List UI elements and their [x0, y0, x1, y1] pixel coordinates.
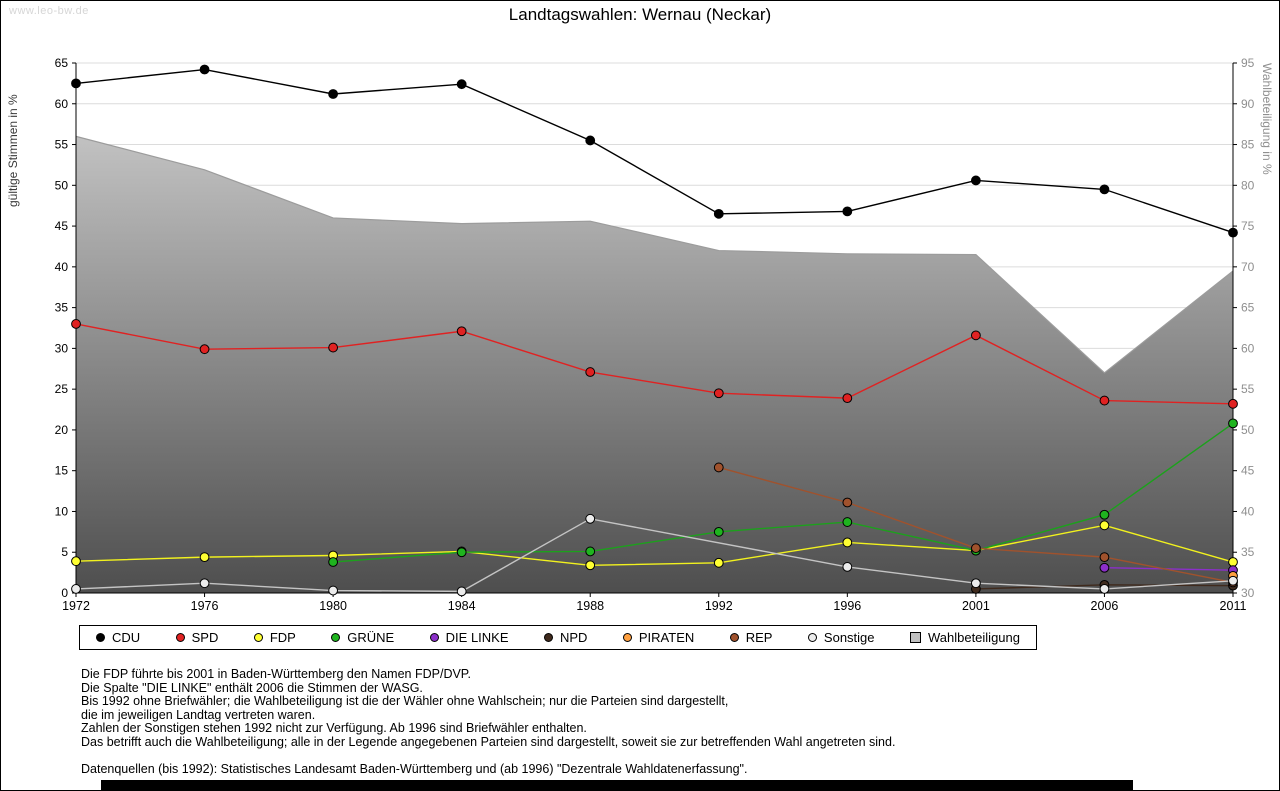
legend-label: Sonstige	[823, 630, 875, 645]
svg-text:2001: 2001	[962, 599, 990, 613]
fdp-marker-icon	[253, 633, 263, 642]
svg-text:80: 80	[1241, 178, 1255, 192]
svg-text:55: 55	[55, 138, 69, 152]
legend-label: PIRATEN	[638, 630, 695, 645]
series-cdu	[71, 64, 1238, 238]
svg-text:30: 30	[1241, 586, 1255, 600]
footnote-line: Bis 1992 ohne Briefwähler; die Wahlbetei…	[81, 694, 729, 709]
svg-text:1996: 1996	[833, 599, 861, 613]
svg-text:0: 0	[61, 586, 68, 600]
legend-label: FDP	[269, 630, 296, 645]
svg-text:1976: 1976	[191, 599, 219, 613]
footnote-line: die im jeweiligen Landtag vertreten ware…	[81, 707, 316, 722]
legend-label: REP	[745, 630, 773, 645]
svg-text:20: 20	[55, 423, 69, 437]
footnote-line	[81, 750, 895, 764]
svg-text:40: 40	[55, 260, 69, 274]
svg-text:60: 60	[1241, 341, 1255, 355]
piraten-marker-icon	[622, 633, 632, 642]
bottom-scrollbar[interactable]	[101, 780, 1133, 790]
legend-item-npd: NPD	[543, 630, 588, 645]
page-title: Landtagswahlen: Wernau (Neckar)	[508, 5, 772, 24]
series-wahlbeteiligung-area	[75, 135, 1234, 593]
svg-text:2011: 2011	[1220, 599, 1247, 613]
legend-item-die-linke: DIE LINKE	[429, 630, 509, 645]
svg-text:10: 10	[55, 504, 69, 518]
svg-text:85: 85	[1241, 138, 1255, 152]
svg-text:1980: 1980	[319, 599, 347, 613]
site-watermark: www.leo-bw.de	[9, 5, 89, 17]
svg-text:45: 45	[55, 219, 69, 233]
spd-marker-icon	[175, 633, 185, 642]
footnote-line: Datenquellen (bis 1992): Statistisches L…	[81, 762, 748, 777]
footnote-line: Das betrifft auch die Wahlbeteiligung; a…	[81, 734, 896, 749]
legend-label: SPD	[191, 630, 219, 645]
grune-marker-icon	[331, 633, 341, 642]
legend-item-sonstige: Sonstige	[807, 630, 875, 645]
footnote-line: Zahlen der Sonstigen stehen 1992 nicht z…	[81, 721, 587, 736]
svg-text:55: 55	[1241, 382, 1255, 396]
series-grune	[328, 418, 1238, 567]
series-die-linke	[1099, 562, 1238, 576]
legend-item-rep: REP	[729, 630, 773, 645]
left-axis-title: gültige Stimmen in %	[6, 94, 20, 207]
svg-text:30: 30	[55, 341, 69, 355]
svg-text:75: 75	[1241, 219, 1255, 233]
svg-text:1992: 1992	[705, 599, 733, 613]
legend-item-spd: SPD	[175, 630, 219, 645]
legend-item-fdp: FDP	[253, 630, 296, 645]
footnote-line: Die FDP führte bis 2001 in Baden-Württem…	[81, 667, 472, 681]
legend-item-wahlbeteiligung: Wahlbeteiligung	[909, 630, 1020, 645]
svg-text:15: 15	[55, 464, 69, 478]
legend-label: Wahlbeteiligung	[927, 630, 1020, 645]
series-spd	[71, 319, 1238, 409]
footnotes: Die FDP führte bis 2001 in Baden-Württem…	[81, 667, 896, 777]
axes: 0 30 5 35 10 40 15 45 20 50 25 55 30 60 35 65 40 70 45 75 50…	[55, 56, 1255, 613]
npd-marker-icon	[543, 633, 553, 642]
footnote-line: Die Spalte "DIE LINKE" enthält 2006 die …	[81, 680, 423, 695]
election-line-chart: 0 30 5 35 10 40 15 45 20 50 25 55 30 60 35 65 40 70 45 75 50…	[6, 56, 1274, 613]
svg-text:1972: 1972	[62, 599, 90, 613]
svg-text:95: 95	[1241, 56, 1255, 70]
svg-text:5: 5	[61, 545, 68, 559]
svg-text:35: 35	[1241, 545, 1255, 559]
sonstige-marker-icon	[807, 633, 817, 642]
chart-legend: CDU SPD FDP GRÜNE DIE LINKE NPD PIRATEN REP Sons…	[79, 625, 1037, 650]
legend-label: DIE LINKE	[445, 630, 509, 645]
svg-text:50: 50	[55, 178, 69, 192]
legend-item-grune: GRÜNE	[331, 630, 394, 645]
legend-item-piraten: PIRATEN	[622, 630, 695, 645]
right-axis-title: Wahlbeteiligung in %	[1260, 63, 1274, 175]
cdu-marker-icon	[96, 633, 105, 642]
svg-text:70: 70	[1241, 260, 1255, 274]
svg-text:35: 35	[55, 301, 69, 315]
die-linke-marker-icon	[429, 633, 439, 642]
wahlbeteiligung-marker-icon	[909, 632, 921, 643]
svg-text:1984: 1984	[448, 599, 476, 613]
svg-text:2006: 2006	[1091, 599, 1119, 613]
legend-label: GRÜNE	[347, 630, 395, 645]
svg-text:40: 40	[1241, 504, 1255, 518]
rep-marker-icon	[729, 633, 739, 642]
legend-label: NPD	[559, 630, 588, 645]
svg-text:90: 90	[1241, 97, 1255, 111]
svg-text:60: 60	[55, 97, 69, 111]
legend-label: CDU	[112, 630, 141, 645]
legend-item-cdu: CDU	[96, 630, 140, 645]
svg-text:25: 25	[55, 382, 69, 396]
svg-text:65: 65	[55, 56, 69, 70]
svg-text:50: 50	[1241, 423, 1255, 437]
svg-text:45: 45	[1241, 464, 1255, 478]
svg-text:1988: 1988	[576, 599, 604, 613]
series-sonstige	[71, 513, 1238, 597]
svg-text:65: 65	[1241, 301, 1255, 315]
